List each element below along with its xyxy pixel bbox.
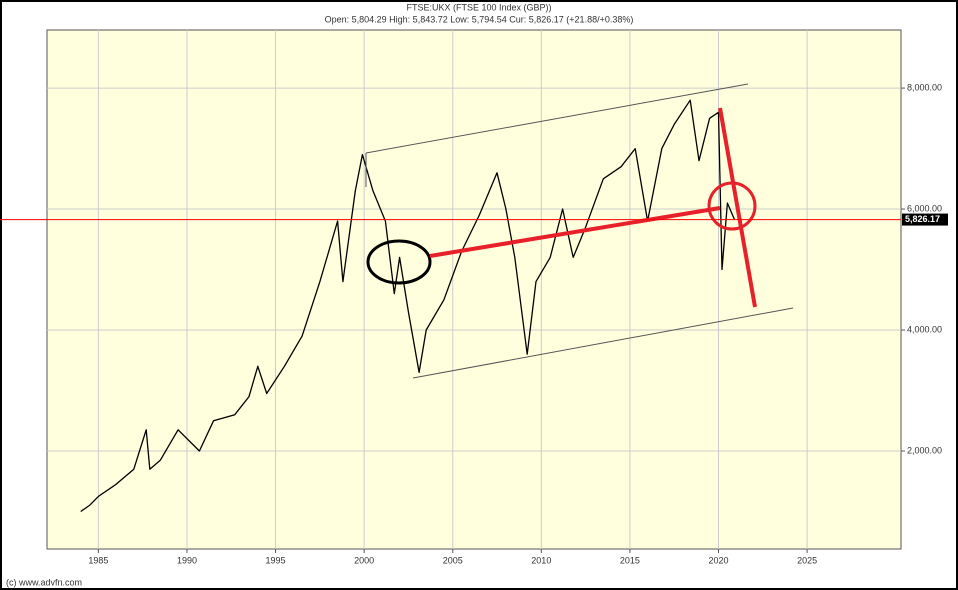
x-tick-label: 1985 [88, 555, 108, 565]
x-tick-label: 2005 [443, 555, 463, 565]
grid [47, 30, 901, 549]
x-tick-label: 2015 [620, 555, 640, 565]
x-tick-label: 2000 [354, 555, 374, 565]
y-tick-label: 8,000.00 [907, 82, 942, 92]
current-label: 5,826.17 [905, 214, 940, 224]
red-drop [718, 107, 757, 308]
red-trend [429, 206, 721, 258]
annotations [365, 83, 794, 379]
price-line [80, 99, 736, 513]
chart-subtitle: Open: 5,804.29 High: 5,843.72 Low: 5,794… [325, 14, 634, 24]
current-box [902, 213, 948, 226]
x-tick-label: 2020 [708, 555, 728, 565]
x-tick-label: 1995 [266, 555, 286, 565]
x-tick-label: 2010 [531, 555, 551, 565]
y-tick-label: 2,000.00 [907, 445, 942, 455]
channel-top [365, 83, 749, 154]
x-tick-label: 1990 [177, 555, 197, 565]
y-tick-label: 6,000.00 [907, 203, 942, 213]
footer: (c) www.advfn.com [6, 577, 82, 587]
x-tick-label: 2025 [797, 555, 817, 565]
channel-bottom [412, 307, 794, 379]
circle-marker [707, 181, 757, 231]
chart-title: FTSE:UKX (FTSE 100 Index (GBP)) [406, 2, 551, 12]
plot-area [46, 29, 902, 550]
y-tick-label: 4,000.00 [907, 324, 942, 334]
marks [80, 99, 736, 513]
ellipse-marker [366, 239, 432, 285]
